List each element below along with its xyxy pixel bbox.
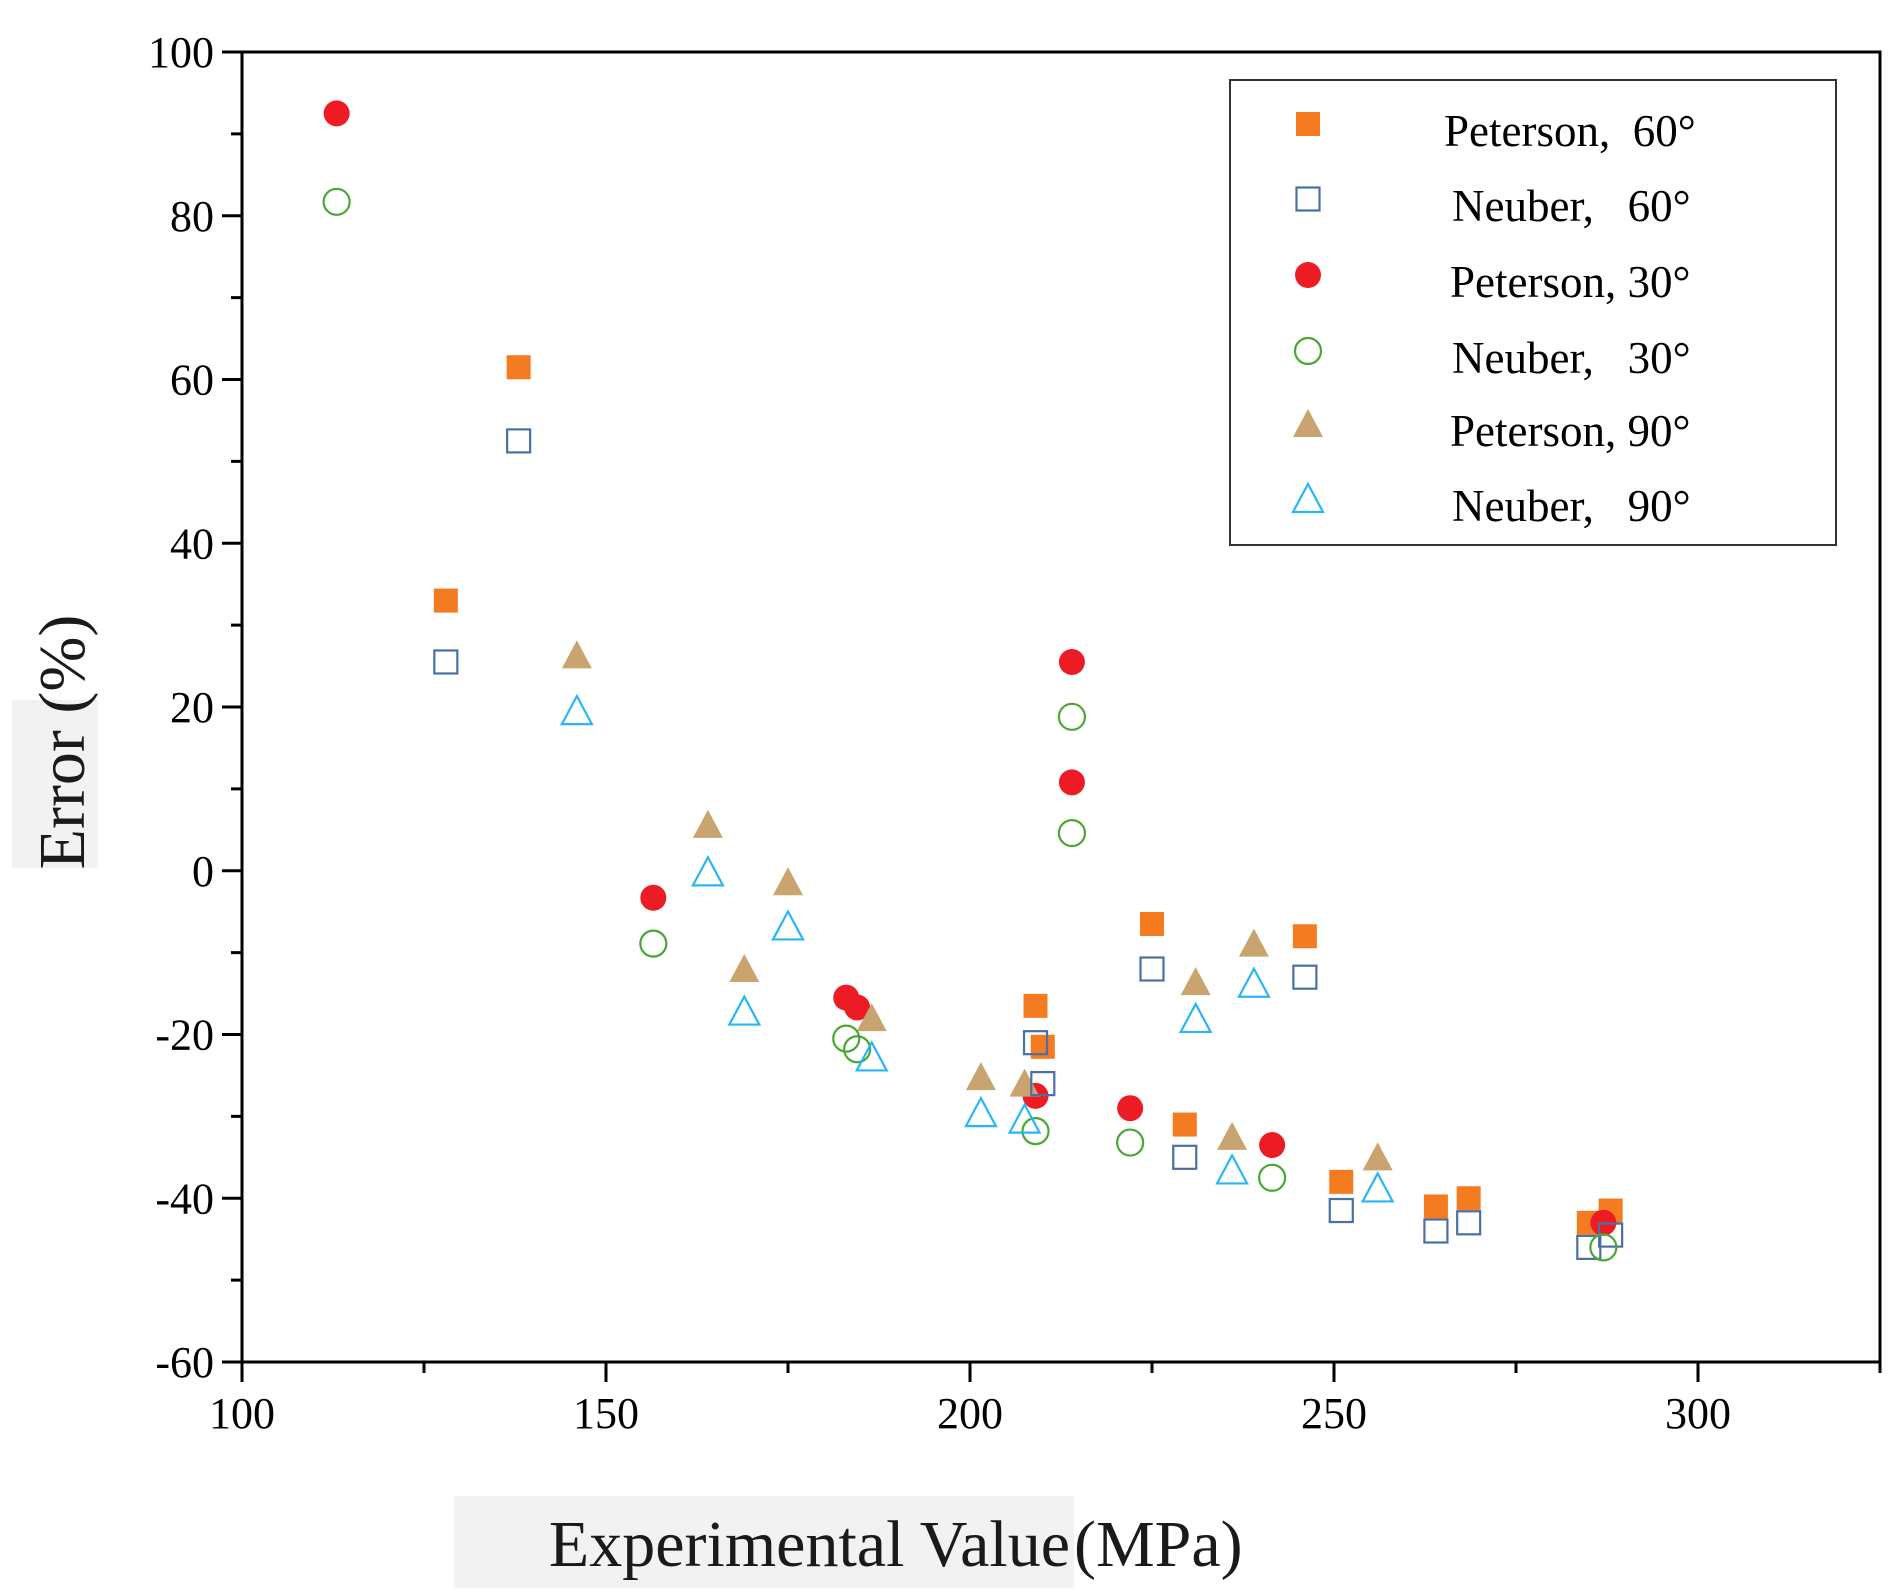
y-tick-label: 100 xyxy=(148,28,214,77)
legend-marker xyxy=(1295,262,1321,288)
legend-label: Neuber, 60° xyxy=(1452,181,1691,231)
data-point xyxy=(506,355,531,380)
x-tick-label: 200 xyxy=(937,1389,1003,1438)
data-point xyxy=(727,994,762,1026)
y-tick-label: -40 xyxy=(155,1174,214,1223)
data-point xyxy=(560,693,594,726)
data-point xyxy=(1292,964,1318,990)
y-tick-label: -20 xyxy=(155,1011,214,1060)
x-tick-label: 300 xyxy=(1665,1389,1731,1438)
data-point xyxy=(964,1095,998,1128)
data-point xyxy=(1423,1194,1448,1219)
legend-label: Neuber, 90° xyxy=(1452,481,1691,531)
legend-label: Peterson, 60° xyxy=(1444,106,1696,156)
series-1 xyxy=(433,428,1624,1260)
data-point xyxy=(844,994,871,1021)
x-axis-unit: (MPa) xyxy=(1074,1508,1243,1581)
data-point xyxy=(1589,1233,1618,1262)
data-point xyxy=(1172,1144,1198,1170)
data-points xyxy=(322,100,1624,1262)
y-tick-label: -60 xyxy=(155,1338,214,1387)
x-tick-label: 150 xyxy=(573,1389,639,1438)
legend-label: Peterson, 30° xyxy=(1450,257,1690,307)
data-point xyxy=(1117,1095,1144,1122)
data-point xyxy=(1116,1128,1145,1157)
legend-box xyxy=(1229,79,1837,546)
data-point xyxy=(1423,1218,1449,1244)
y-tick-label: 80 xyxy=(170,192,214,241)
series-5 xyxy=(560,693,1395,1203)
data-point xyxy=(1360,1171,1395,1203)
legend-marker xyxy=(1296,112,1320,136)
data-point xyxy=(832,1024,861,1053)
data-point xyxy=(691,855,725,887)
data-point xyxy=(1178,1001,1213,1034)
x-axis-title-bg xyxy=(454,1496,1074,1588)
data-point xyxy=(322,187,351,216)
x-tick-label: 100 xyxy=(209,1389,275,1438)
data-point xyxy=(1058,769,1085,796)
data-point xyxy=(1259,1132,1286,1159)
data-point xyxy=(1238,928,1269,957)
data-point xyxy=(1022,1030,1049,1056)
data-point xyxy=(692,809,723,838)
x-axis-title: Experimental Value xyxy=(549,1508,1070,1581)
legend: Peterson, 60° Neuber, 60° Peterson, 30° Neu… xyxy=(1291,106,1696,531)
tick-labels: 100 150 200 250 300 -60 -40 -20 0 20 40 60 80 100 xyxy=(148,28,1731,1438)
data-point xyxy=(1140,911,1164,936)
data-point xyxy=(856,1003,887,1032)
y-tick-label: 40 xyxy=(170,519,214,568)
data-point xyxy=(1139,956,1165,982)
data-point xyxy=(640,884,667,911)
data-point xyxy=(773,867,803,896)
legend-marker xyxy=(1295,186,1321,212)
data-point xyxy=(965,1062,996,1091)
data-point xyxy=(1058,648,1085,675)
y-tick-label: 0 xyxy=(192,847,214,896)
data-point xyxy=(639,929,668,958)
data-point xyxy=(1328,1197,1354,1224)
data-point xyxy=(1237,966,1271,998)
data-point xyxy=(854,1040,889,1072)
data-point xyxy=(1456,1186,1481,1211)
data-point xyxy=(1023,993,1048,1018)
y-axis-title: Error (%) xyxy=(26,615,99,870)
data-point xyxy=(1021,1117,1050,1146)
data-point xyxy=(1215,1153,1249,1185)
data-point xyxy=(1057,702,1087,731)
legend-marker xyxy=(1293,336,1323,366)
legend-marker xyxy=(1293,409,1323,437)
data-point xyxy=(1007,1102,1042,1134)
axis-ticks xyxy=(222,50,1882,1382)
series-3 xyxy=(322,187,1618,1262)
data-point xyxy=(1329,1169,1354,1194)
data-point xyxy=(433,649,459,675)
y-tick-label: 20 xyxy=(170,683,214,732)
y-tick-label: 60 xyxy=(170,356,214,405)
data-point xyxy=(1258,1163,1287,1192)
data-point xyxy=(1180,967,1211,996)
data-point xyxy=(1057,818,1087,848)
data-point xyxy=(1362,1142,1393,1171)
data-point xyxy=(506,428,532,454)
legend-label: Neuber, 30° xyxy=(1452,333,1691,383)
legend-label: Peterson, 90° xyxy=(1450,406,1690,456)
data-point xyxy=(729,954,760,982)
legend-marker xyxy=(1291,481,1325,514)
data-point xyxy=(1172,1112,1197,1137)
x-tick-label: 250 xyxy=(1301,1389,1367,1438)
data-point xyxy=(433,588,458,613)
data-point xyxy=(561,640,592,669)
y-axis-title-bg xyxy=(12,700,98,868)
data-point xyxy=(1030,1071,1056,1097)
data-point xyxy=(323,100,350,127)
data-point xyxy=(843,1035,872,1064)
data-point xyxy=(1456,1210,1482,1236)
data-point xyxy=(771,909,805,941)
data-point xyxy=(1292,924,1317,949)
data-point xyxy=(1217,1121,1248,1150)
